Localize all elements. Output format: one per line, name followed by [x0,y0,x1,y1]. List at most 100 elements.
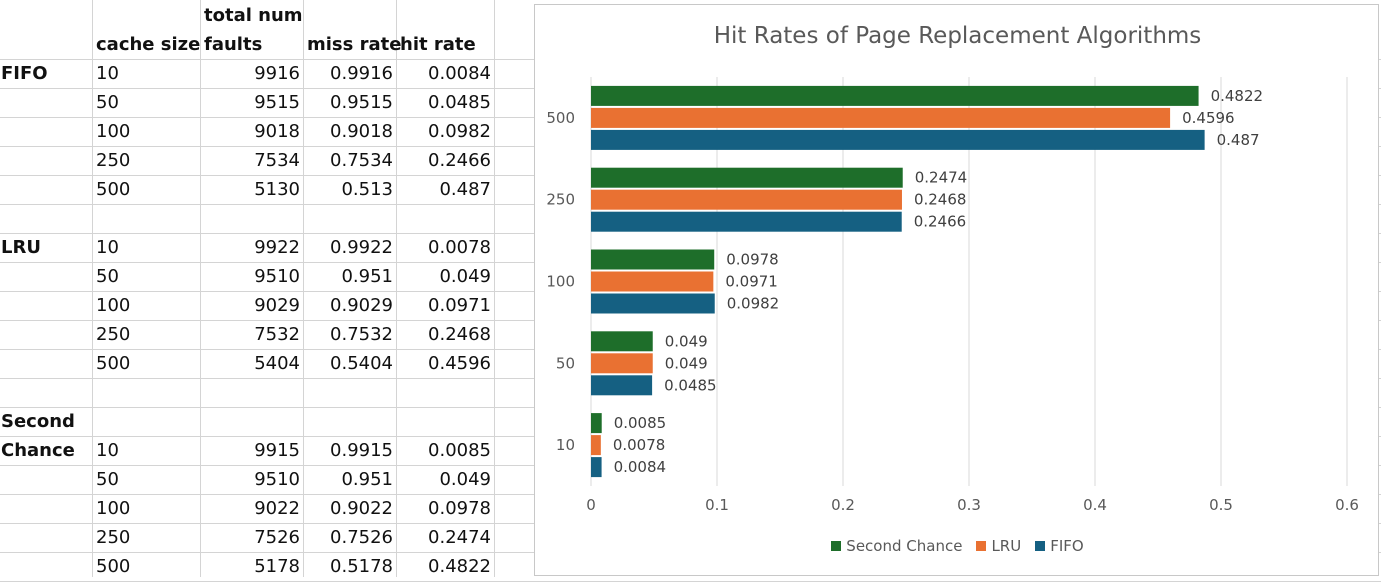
y-category-label: 250 [546,191,575,209]
cell-total-faults[interactable]: 5178 [254,556,300,577]
bar-fifo [591,293,715,314]
cell-total-faults[interactable]: 9029 [254,295,300,316]
bar-second-chance [591,249,715,270]
cell-total-faults[interactable]: 7532 [254,324,300,345]
cell-total-faults[interactable]: 9515 [254,92,300,113]
legend-item-fifo[interactable]: FIFO [1035,537,1084,555]
cell-miss-rate[interactable]: 0.9922 [330,237,393,258]
bar-lru [591,189,902,210]
cell-miss-rate[interactable]: 0.9515 [330,92,393,113]
cell-miss-rate[interactable]: 0.5404 [330,353,393,374]
cell-cache-size[interactable]: 500 [96,179,131,200]
data-label: 0.4596 [1182,109,1235,127]
cell-total-faults[interactable]: 9916 [254,63,300,84]
data-label: 0.4822 [1211,87,1264,105]
header-cache-size[interactable]: cache size [96,34,201,55]
cell-miss-rate[interactable]: 0.9022 [330,498,393,519]
cell-cache-size[interactable]: 250 [96,527,131,548]
cell-cache-size[interactable]: 10 [96,440,119,461]
cell-hit-rate[interactable]: 0.0971 [428,295,491,316]
bar-second-chance [591,413,602,434]
legend-item-lru[interactable]: LRU [976,537,1021,555]
data-label: 0.487 [1217,131,1260,149]
cell-miss-rate[interactable]: 0.5178 [330,556,393,577]
cell-cache-size[interactable]: 50 [96,469,119,490]
cell-total-faults[interactable]: 9018 [254,121,300,142]
bar-fifo [591,375,653,396]
cell-total-faults[interactable]: 7534 [254,150,300,171]
x-tick-label: 0.2 [831,496,855,514]
cell-miss-rate[interactable]: 0.951 [341,266,393,287]
cell-cache-size[interactable]: 250 [96,150,131,171]
cell-miss-rate[interactable]: 0.513 [341,179,393,200]
cell-cache-size[interactable]: 100 [96,295,131,316]
chart-plot-area: 0 0.1 0.2 0.3 0.4 0.5 0.6 10 0.0085 0.0078 0.0084 5… [546,77,1359,514]
cell-hit-rate[interactable]: 0.049 [439,469,491,490]
cell-hit-rate[interactable]: 0.2474 [428,527,491,548]
group-label[interactable]: Chance [1,440,75,461]
header-miss-rate[interactable]: miss rate [307,34,402,55]
cell-cache-size[interactable]: 50 [96,266,119,287]
data-label: 0.049 [665,354,708,372]
legend-swatch [831,541,842,551]
cell-hit-rate[interactable]: 0.2466 [428,150,491,171]
cell-cache-size[interactable]: 500 [96,556,131,577]
cell-miss-rate[interactable]: 0.9916 [330,63,393,84]
cell-miss-rate[interactable]: 0.9029 [330,295,393,316]
cell-miss-rate[interactable]: 0.7532 [330,324,393,345]
cell-hit-rate[interactable]: 0.4822 [428,556,491,577]
group-label[interactable]: Second [1,411,75,432]
cell-miss-rate[interactable]: 0.7526 [330,527,393,548]
chart-title: Hit Rates of Page Replacement Algorithms [713,23,1202,49]
cell-hit-rate[interactable]: 0.0982 [428,121,491,142]
cell-miss-rate[interactable]: 0.9018 [330,121,393,142]
cell-miss-rate[interactable]: 0.9915 [330,440,393,461]
bar-lru [591,271,714,292]
data-label: 0.049 [665,332,708,350]
cell-miss-rate[interactable]: 0.951 [341,469,393,490]
data-label: 0.2468 [914,191,967,209]
cell-total-faults[interactable]: 9510 [254,469,300,490]
cell-total-faults[interactable]: 9915 [254,440,300,461]
cell-cache-size[interactable]: 50 [96,92,119,113]
cell-miss-rate[interactable]: 0.7534 [330,150,393,171]
cell-total-faults[interactable]: 9022 [254,498,300,519]
cell-hit-rate[interactable]: 0.0978 [428,498,491,519]
header-total-num-faults-line2[interactable]: faults [204,34,263,55]
cell-cache-size[interactable]: 10 [96,237,119,258]
cell-hit-rate[interactable]: 0.0078 [428,237,491,258]
y-category-label: 10 [556,436,575,454]
cell-hit-rate[interactable]: 0.049 [439,266,491,287]
legend-item-second-chance[interactable]: Second Chance [831,537,962,555]
cell-total-faults[interactable]: 9510 [254,266,300,287]
cell-cache-size[interactable]: 100 [96,498,131,519]
cell-total-faults[interactable]: 9922 [254,237,300,258]
group-label[interactable]: LRU [1,237,41,258]
data-label: 0.0085 [614,414,666,432]
data-label: 0.0982 [727,295,780,313]
cell-cache-size[interactable]: 10 [96,63,119,84]
bar-lru [591,107,1171,128]
cell-hit-rate[interactable]: 0.2468 [428,324,491,345]
cell-hit-rate[interactable]: 0.4596 [428,353,491,374]
x-tick-label: 0.6 [1335,496,1359,514]
group-label[interactable]: FIFO [1,63,48,84]
header-total-num-faults-line1[interactable]: total num [204,5,303,26]
hit-rate-chart[interactable]: Hit Rates of Page Replacement Algorithms… [534,4,1379,576]
header-hit-rate[interactable]: hit rate [400,34,476,55]
cell-total-faults[interactable]: 7526 [254,527,300,548]
x-tick-label: 0.5 [1209,496,1233,514]
cell-cache-size[interactable]: 100 [96,121,131,142]
legend-label: LRU [991,537,1022,555]
cell-total-faults[interactable]: 5130 [254,179,300,200]
cell-hit-rate[interactable]: 0.0084 [428,63,491,84]
cell-hit-rate[interactable]: 0.0085 [428,440,491,461]
cell-total-faults[interactable]: 5404 [254,353,300,374]
y-category-label: 100 [546,273,575,291]
cell-hit-rate[interactable]: 0.487 [439,179,491,200]
chart-legend[interactable]: Second Chance LRU FIFO [535,537,1380,555]
legend-label: FIFO [1050,537,1084,555]
cell-hit-rate[interactable]: 0.0485 [428,92,491,113]
cell-cache-size[interactable]: 250 [96,324,131,345]
cell-cache-size[interactable]: 500 [96,353,131,374]
